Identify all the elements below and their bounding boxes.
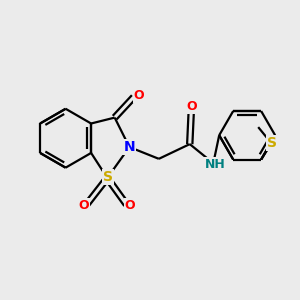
Text: O: O — [125, 200, 135, 212]
Text: S: S — [267, 136, 277, 150]
Text: O: O — [78, 200, 89, 212]
Text: NH: NH — [204, 158, 225, 171]
Text: N: N — [124, 140, 135, 154]
Text: O: O — [134, 89, 144, 102]
Text: O: O — [186, 100, 196, 113]
Text: S: S — [103, 170, 113, 184]
